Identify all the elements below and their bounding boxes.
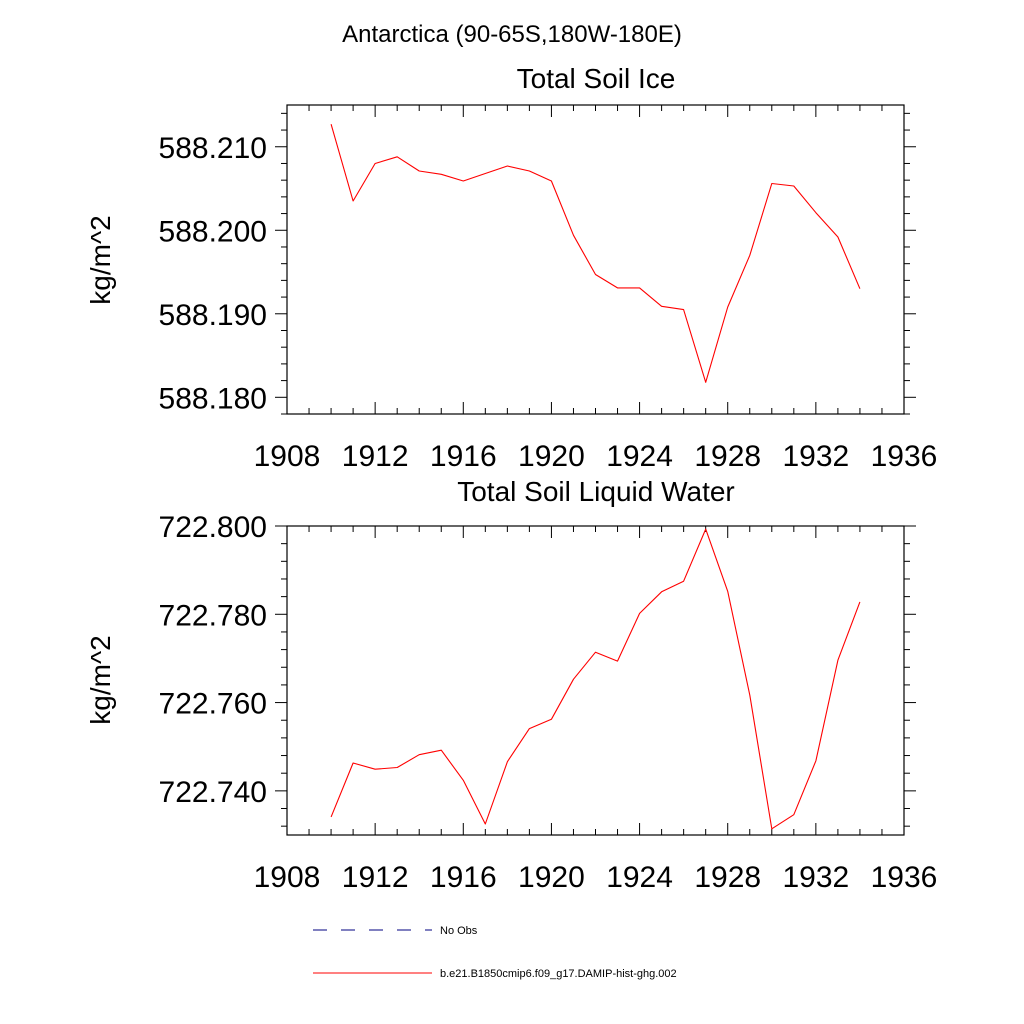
chart-title: Total Soil Liquid Water (457, 476, 735, 507)
panel-total-soil-ice: Total Soil Ice kg/m^2 1908 1912 1916 1920 19… (85, 63, 937, 473)
y-tick-label: 722.740 (159, 776, 267, 809)
x-tick-label: 1936 (871, 861, 938, 894)
axis-tick-labels: 1908 1912 1916 1920 1924 1928 1932 1936 722.740 7… (159, 511, 938, 894)
x-tick-label: 1908 (254, 861, 321, 894)
x-tick-label: 1928 (694, 861, 761, 894)
series-line-model (330, 528, 861, 830)
x-tick-label: 1936 (871, 440, 938, 473)
series-line-model (330, 124, 861, 383)
x-tick-label: 1920 (518, 861, 585, 894)
y-tick-label: 588.200 (159, 215, 267, 248)
x-tick-label: 1916 (430, 440, 497, 473)
x-tick-label: 1912 (342, 440, 409, 473)
y-tick-label: 722.780 (159, 599, 267, 632)
x-tick-label: 1928 (694, 440, 761, 473)
panel-total-soil-liquid-water: Total Soil Liquid Water kg/m^2 1908 1912 1… (85, 476, 937, 894)
axis-ticks (275, 105, 916, 415)
y-tick-label: 722.760 (159, 688, 267, 721)
series-group (330, 528, 861, 830)
x-tick-label: 1908 (254, 440, 321, 473)
y-axis-label: kg/m^2 (85, 215, 116, 304)
y-axis-label: kg/m^2 (85, 635, 116, 724)
chart-title: Total Soil Ice (517, 63, 676, 94)
x-tick-label: 1932 (782, 440, 849, 473)
x-tick-label: 1912 (342, 861, 409, 894)
figure-suptitle: Antarctica (90-65S,180W-180E) (342, 21, 682, 48)
legend-label-model: b.e21.B1850cmip6.f09_g17.DAMIP-hist-ghg.… (440, 968, 677, 980)
x-tick-label: 1920 (518, 440, 585, 473)
y-tick-label: 722.800 (159, 511, 267, 544)
series-group (330, 124, 861, 383)
axis-ticks (275, 525, 916, 835)
x-tick-label: 1916 (430, 861, 497, 894)
x-tick-label: 1924 (606, 440, 673, 473)
plot-frame (286, 525, 905, 836)
legend: No Obs b.e21.B1850cmip6.f09_g17.DAMIP-hi… (313, 925, 677, 980)
axis-tick-labels: 1908 1912 1916 1920 1924 1928 1932 1936 588.180 5… (159, 132, 938, 473)
x-tick-label: 1924 (606, 861, 673, 894)
y-tick-label: 588.190 (159, 299, 267, 332)
y-tick-label: 588.180 (159, 382, 267, 415)
y-tick-label: 588.210 (159, 132, 267, 165)
legend-label-no-obs: No Obs (440, 925, 478, 937)
x-tick-label: 1932 (782, 861, 849, 894)
plot-frame (286, 104, 905, 415)
